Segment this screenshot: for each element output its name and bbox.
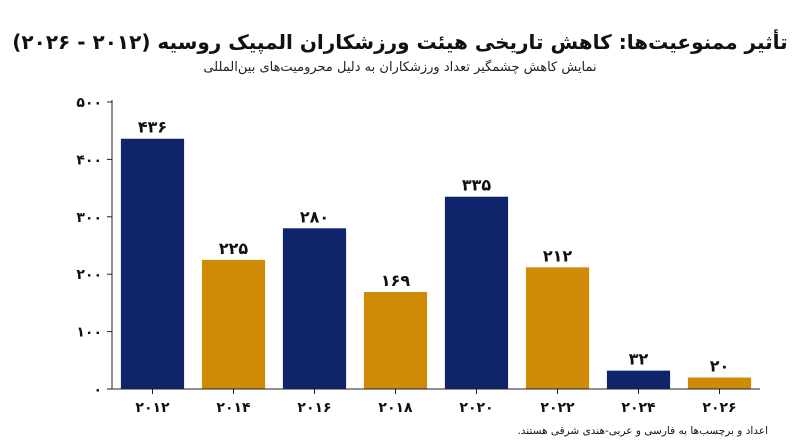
bar-value-label: ۳۲ (629, 350, 649, 369)
y-tick-label: ۵۰۰ (76, 95, 102, 111)
x-axis: ۲۰۱۲ ۲۰۱۴ ۲۰۱۶ ۲۰۱۸ ۲۰۲۰ ۲۰۲۲ ۲۰۲۴ ۲۰۲۶ (112, 388, 760, 416)
chart-title: تأثیر ممنوعیت‌ها: کاهش تاریخی هیئت ورزشک… (12, 30, 788, 54)
bar-value-label: ۲۲۵ (219, 239, 249, 258)
bar-value-label: ۲۸۰ (300, 207, 329, 226)
y-tick-label: ۱۰۰ (76, 325, 102, 341)
y-tick-label: ۴۰۰ (76, 152, 102, 168)
x-tick-label: ۲۰۱۴ (216, 400, 251, 416)
y-axis: ۰ ۱۰۰ ۲۰۰ ۳۰۰ ۴۰۰ ۵۰۰ (76, 95, 113, 398)
bar (606, 370, 671, 389)
bar (525, 267, 590, 389)
x-tick-label: ۲۰۲۶ (702, 400, 736, 416)
x-tick-label: ۲۰۱۸ (378, 400, 413, 416)
y-tick-label: ۳۰۰ (76, 210, 102, 226)
y-tick-label: ۲۰۰ (76, 267, 102, 283)
bar-value-label: ۲۱۲ (543, 246, 573, 265)
x-tick-label: ۲۰۲۰ (459, 400, 493, 416)
bar (687, 377, 752, 389)
x-tick-label: ۲۰۲۴ (621, 400, 656, 416)
bar (201, 259, 266, 389)
bar-value-label: ۲۰ (710, 357, 730, 376)
bar (282, 228, 347, 389)
x-tick-label: ۲۰۱۲ (135, 400, 170, 416)
bars-group: ۴۳۶ ۲۲۵ ۲۸۰ ۱۶۹ ۳۳۵ ۲۱۲ ۳۲ ۲۰ (120, 118, 752, 389)
bar-value-label: ۳۳۵ (462, 176, 492, 195)
bar-value-label: ۴۳۶ (138, 118, 167, 137)
bar-value-label: ۱۶۹ (381, 271, 411, 290)
bar (363, 291, 428, 389)
bar (120, 138, 185, 389)
y-tick-label: ۰ (93, 382, 102, 398)
chart-footnote: اعداد و برچسب‌ها به فارسی و عربی-هندی شر… (517, 425, 768, 437)
bar (444, 196, 509, 389)
chart-subtitle: نمایش کاهش چشمگیر تعداد ورزشکاران به دلی… (203, 60, 597, 75)
x-tick-label: ۲۰۲۲ (540, 400, 575, 416)
x-tick-label: ۲۰۱۶ (297, 400, 331, 416)
